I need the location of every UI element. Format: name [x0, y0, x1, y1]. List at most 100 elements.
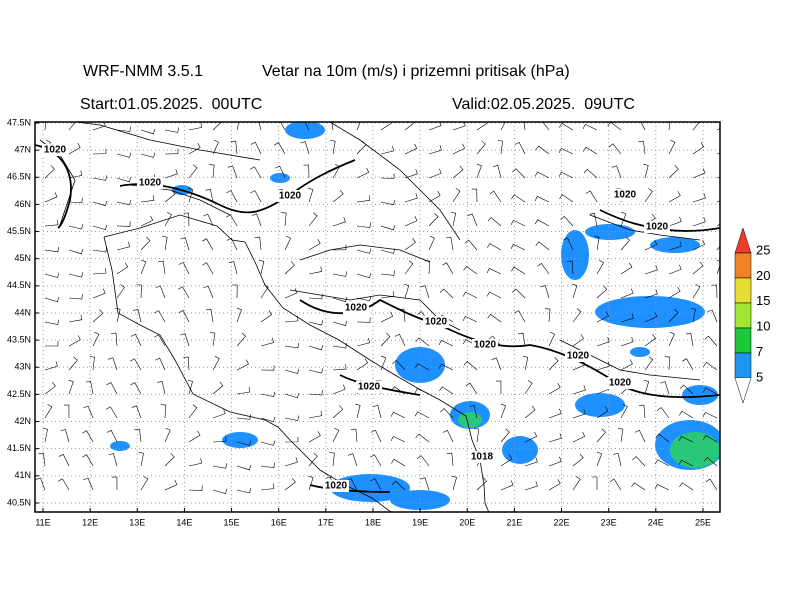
wind-barb — [212, 408, 226, 419]
wind-barb — [620, 288, 634, 299]
wind-barb — [332, 189, 344, 203]
lat-label: 42.5N — [7, 389, 31, 399]
wind-barb — [154, 357, 166, 371]
wind-barb — [106, 429, 118, 443]
wind-barb — [668, 331, 675, 347]
wind-barb — [260, 310, 273, 323]
wind-barb — [136, 284, 142, 299]
wind-barb — [524, 431, 538, 443]
wind-barb — [177, 286, 190, 299]
wind-barb — [140, 236, 151, 251]
wind-barb — [260, 483, 275, 491]
wind-barb — [428, 235, 435, 251]
wind-barb — [284, 315, 299, 323]
legend-top — [734, 227, 752, 254]
wind-barb — [572, 431, 586, 443]
wind-barb — [548, 456, 562, 467]
isobar-label-bg — [565, 350, 591, 362]
wind-barb — [391, 386, 406, 395]
wind-barb — [583, 146, 598, 155]
wind-barb — [164, 169, 178, 179]
wind-barb — [250, 141, 262, 155]
wind-barb — [442, 262, 454, 275]
lon-label: 17E — [318, 517, 334, 527]
wind-barb — [131, 405, 142, 419]
wind-barb — [178, 310, 190, 323]
wind-barb — [678, 435, 694, 443]
wind-barb — [678, 459, 694, 467]
wind-barb — [308, 187, 314, 203]
lon-label: 23E — [601, 517, 617, 527]
isobar-label-bg — [343, 302, 369, 314]
wind-barb — [212, 355, 220, 371]
wind-barb — [548, 331, 556, 347]
wind-barb — [537, 263, 550, 275]
wind-barb — [668, 264, 682, 275]
wind-barb — [476, 140, 486, 155]
wind-barb — [68, 197, 83, 204]
wind-barb — [332, 320, 348, 326]
wind-barb — [702, 387, 718, 395]
lat-label: 44N — [14, 307, 31, 317]
wind-barb — [452, 188, 461, 203]
wind-barb — [391, 458, 406, 467]
wind-barb — [308, 238, 321, 251]
legend: 25 20 15 10 7 5 — [734, 227, 770, 404]
coastline — [103, 236, 392, 512]
wind-barb — [140, 476, 149, 491]
wind-barb — [205, 188, 214, 203]
legend-swatch — [734, 277, 752, 304]
lon-label: 20E — [459, 517, 475, 527]
wind-barb — [492, 165, 502, 179]
wind-barb — [183, 212, 190, 227]
wind-barb — [572, 334, 584, 347]
wind-barb — [164, 427, 171, 443]
wind-barb — [212, 381, 224, 395]
isobar-label-bg — [356, 381, 382, 393]
wind-barb — [92, 288, 106, 299]
wind-area — [595, 296, 705, 328]
wind-barb — [535, 145, 550, 155]
map-content: 1020 1020 1020 1020 1020 1020 1020 1020 1020 1020… — [35, 122, 720, 512]
isobar-label-bg — [42, 144, 68, 156]
isobar-label-bg — [644, 221, 670, 233]
wind-barb — [489, 190, 502, 203]
wind-barb — [158, 260, 166, 275]
wind-barb — [236, 414, 251, 420]
wind-barb — [284, 235, 291, 251]
wind-barb — [522, 355, 529, 371]
wind-barb — [486, 243, 502, 251]
wind-barb — [523, 122, 526, 131]
wind-barb — [236, 387, 251, 395]
wind-barb — [284, 392, 300, 399]
wind-barb — [164, 189, 176, 203]
wind-barb — [356, 295, 372, 302]
wind-barb — [439, 386, 454, 395]
wind-barb — [589, 212, 598, 227]
wind-barb — [284, 368, 300, 374]
wind-barb — [664, 356, 671, 371]
wind-barb — [249, 166, 262, 179]
wind-barb — [332, 217, 346, 227]
wind-barb — [559, 194, 574, 203]
wind-barb — [452, 165, 464, 179]
wind-barb — [620, 359, 633, 371]
wind-barb — [702, 412, 718, 419]
wind-barb — [83, 477, 94, 491]
wind-barb — [497, 140, 503, 155]
wind-barb — [44, 382, 56, 395]
wind-barb — [274, 142, 286, 155]
wind-barb — [495, 380, 502, 395]
isobar-label-bg — [472, 339, 498, 351]
wind-area — [650, 237, 700, 253]
wind-barb — [392, 360, 406, 371]
wind-barb — [138, 451, 144, 467]
wind-barb — [390, 411, 406, 419]
wind-barb — [536, 122, 550, 131]
wind-barb — [308, 368, 324, 374]
wind-barb — [44, 361, 58, 371]
wind-barb — [702, 435, 718, 443]
wind-barb — [140, 128, 156, 135]
wind-barb — [500, 403, 507, 419]
wind-barb — [534, 219, 550, 227]
